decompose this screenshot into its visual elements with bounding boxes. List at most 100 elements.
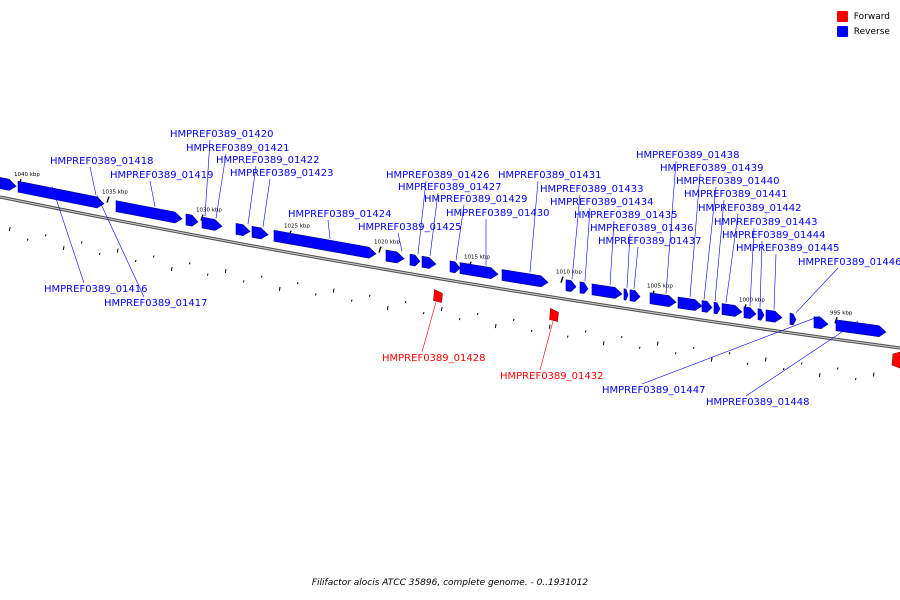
tick-label: 1025 kbp: [284, 224, 310, 230]
legend-label-reverse: Reverse: [853, 26, 890, 37]
minor-tick: [440, 307, 443, 312]
gene-label: HMPREF0389_01441: [684, 189, 787, 200]
gene-arrow-reverse: [765, 309, 783, 323]
gene-label: HMPREF0389_01428: [382, 353, 485, 364]
tick-label: 1005 kbp: [647, 284, 673, 290]
leader-line: [327, 219, 331, 239]
gene-label: HMPREF0389_01430: [446, 208, 549, 219]
minor-tick: [134, 259, 137, 263]
gene-labels: HMPREF0389_01416 HMPREF0389_01417 HMPREF03…: [44, 129, 900, 408]
minor-tick: [296, 281, 299, 285]
gene-label: HMPREF0389_01416: [44, 284, 147, 295]
minor-tick: [584, 330, 587, 333]
gene-label: HMPREF0389_01425: [358, 222, 461, 233]
minor-tick: [62, 245, 65, 250]
gene-label: HMPREF0389_01445: [736, 243, 839, 254]
backbone-highlight: [0, 196, 900, 349]
leader-line: [773, 253, 777, 310]
leader-line: [626, 233, 631, 288]
leader-line: [725, 213, 739, 303]
gene-arrow-reverse: [591, 283, 623, 299]
leader-line: [633, 246, 639, 289]
leader-line: [149, 180, 156, 207]
gene-arrow-reverse: [501, 269, 549, 288]
minor-tick: [98, 252, 101, 256]
minor-tick: [116, 248, 119, 253]
gene-arrow-forward: [891, 351, 900, 369]
minor-tick: [80, 241, 83, 244]
gene-label: HMPREF0389_01447: [602, 385, 705, 396]
gene-arrow-reverse: [789, 312, 797, 326]
minor-tick: [26, 238, 29, 241]
gene-arrow-reverse: [743, 306, 757, 319]
minor-tick: [422, 311, 425, 315]
minor-tick: [404, 300, 407, 304]
minor-tick: [674, 352, 677, 355]
tick-label: 1035 kbp: [102, 190, 128, 196]
minor-tick: [476, 312, 479, 316]
gene-label: HMPREF0389_01437: [598, 236, 701, 247]
legend: Forward Reverse: [836, 9, 890, 39]
tick-label: 995 kbp: [830, 310, 853, 316]
tick-label: 1020 kbp: [374, 240, 400, 246]
leader-line: [455, 204, 465, 261]
gene-arrow-reverse: [701, 300, 713, 313]
leader-line: [745, 321, 859, 397]
gene-label: HMPREF0389_01442: [698, 203, 801, 214]
leader-line: [665, 160, 677, 294]
gene-label: HMPREF0389_01432: [500, 371, 603, 382]
leader-line: [96, 195, 145, 298]
minor-tick: [854, 377, 857, 381]
minor-tick: [206, 273, 209, 276]
gene-arrow-reverse: [813, 316, 829, 330]
tick-label: 1030 kbp: [196, 208, 222, 214]
gene-label: HMPREF0389_01423: [230, 168, 333, 179]
leader-line: [609, 220, 615, 286]
minor-tick: [224, 268, 227, 274]
gene-label: HMPREF0389_01421: [186, 143, 289, 154]
gene-arrow-reverse: [565, 279, 577, 292]
minor-tick: [566, 335, 569, 338]
legend-item-reverse: Reverse: [836, 24, 890, 39]
leader-line: [429, 192, 439, 257]
minor-tick: [8, 226, 11, 232]
leader-line: [51, 186, 85, 284]
gene-arrow-reverse: [757, 308, 765, 321]
minor-tick: [764, 357, 767, 362]
minor-tick: [512, 318, 515, 322]
tick-label: 1010 kbp: [556, 270, 582, 276]
gene-arrow-reverse: [421, 255, 437, 269]
gene-arrow-reverse: [677, 296, 703, 311]
tick-label: 1000 kbp: [739, 297, 765, 303]
gene-track: [0, 177, 887, 337]
minor-tick: [494, 323, 497, 329]
gene-label: HMPREF0389_01440: [676, 176, 779, 187]
gene-arrow-reverse: [201, 216, 223, 231]
minor-tick: [692, 346, 695, 350]
leader-line: [641, 315, 821, 385]
minor-tick: [530, 329, 533, 333]
gene-arrow-reverse: [649, 292, 677, 307]
minor-tick: [836, 367, 839, 370]
minor-tick: [620, 335, 623, 339]
minor-tick: [44, 234, 47, 237]
gene-arrow-reverse: [0, 177, 17, 191]
leader-line: [204, 139, 211, 217]
gene-arrow-reverse: [629, 289, 641, 302]
minor-tick: [656, 341, 659, 346]
gene-arrow-reverse: [579, 281, 589, 294]
leader-line: [759, 240, 763, 308]
leader-line: [89, 166, 97, 196]
gene-label: HMPREF0389_01429: [424, 194, 527, 205]
leader-line: [714, 199, 725, 302]
minor-tick: [260, 275, 263, 278]
minor-tick: [332, 288, 335, 293]
leader-line: [247, 165, 257, 225]
tick-label: 1015 kbp: [464, 255, 490, 261]
gene-label: HMPREF0389_01435: [574, 210, 677, 221]
gene-label: HMPREF0389_01443: [714, 217, 817, 228]
gene-label: HMPREF0389_01448: [706, 397, 809, 408]
leader-line: [584, 207, 591, 282]
leader-line: [417, 180, 427, 255]
gene-label: HMPREF0389_01444: [722, 230, 825, 241]
